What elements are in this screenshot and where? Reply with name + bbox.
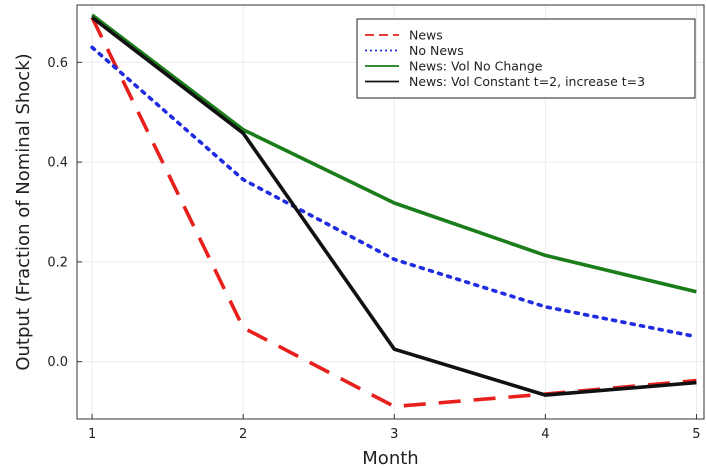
plot-area-frame xyxy=(76,4,705,420)
x-tick-labels: 1 2 3 4 5 xyxy=(88,427,701,442)
legend-box xyxy=(356,18,696,99)
y-tick-label: 0.6 xyxy=(47,56,68,71)
tick-marks xyxy=(77,61,697,419)
x-tick-label: 5 xyxy=(692,427,700,442)
legend-label-3: News: Vol No Change xyxy=(409,59,543,74)
x-tick-label: 3 xyxy=(390,427,398,442)
series-line-2 xyxy=(90,45,699,339)
legend-label-4: News: Vol Constant t=2, increase t=3 xyxy=(409,74,645,89)
legend-label-1: News xyxy=(409,28,443,43)
x-axis-label: Month xyxy=(362,448,418,468)
y-axis-label: Output (Fraction of Nominal Shock) xyxy=(13,53,34,370)
y-tick-labels: 0.0 0.2 0.4 0.6 xyxy=(47,56,68,370)
series-line-3 xyxy=(91,13,697,294)
y-tick-label: 0.2 xyxy=(47,255,68,270)
x-tick-label: 4 xyxy=(541,427,549,442)
y-tick-label: 0.4 xyxy=(47,156,68,171)
x-tick-label: 1 xyxy=(88,427,96,442)
y-tick-label: 0.0 xyxy=(47,355,68,370)
legend-label-2: No News xyxy=(409,43,464,58)
x-tick-label: 2 xyxy=(239,427,247,442)
series-line-4 xyxy=(91,16,697,397)
series-lines xyxy=(90,13,699,409)
